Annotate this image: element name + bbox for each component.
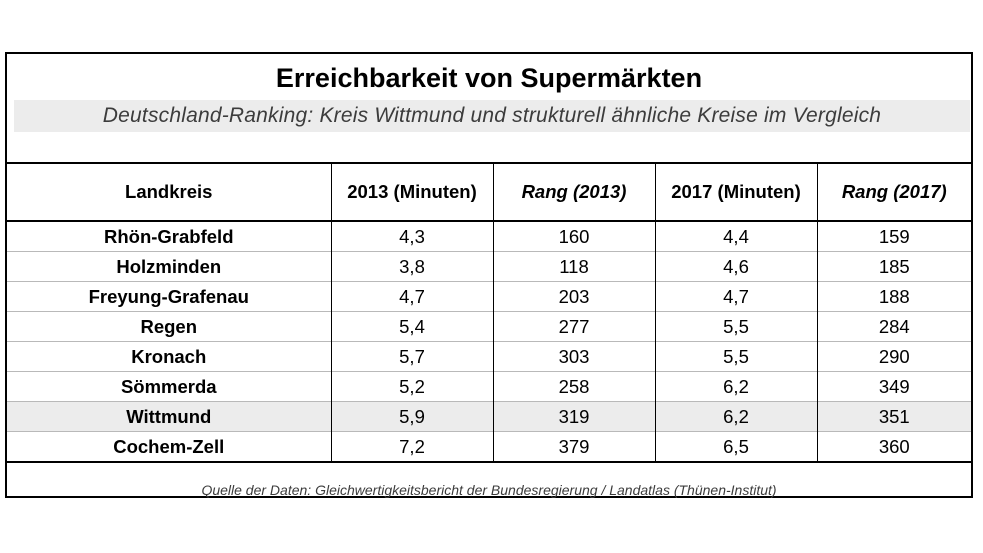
minutes-2013-cell: 5,7 [330, 341, 493, 372]
table-row: Kronach 5,7 303 5,5 290 [7, 341, 971, 372]
landkreis-cell: Sömmerda [120, 375, 217, 397]
minutes-2013-cell: 7,2 [330, 431, 493, 463]
landkreis-cell: Holzminden [116, 255, 222, 277]
minutes-2017-cell: 6,2 [654, 401, 817, 432]
rank-2017-cell: 185 [816, 251, 971, 282]
minutes-2013-cell: 3,8 [330, 251, 493, 282]
table-row: Rhön-Grabfeld 4,3 160 4,4 159 [7, 221, 971, 252]
landkreis-cell: Rhön-Grabfeld [104, 225, 234, 247]
minutes-2017-cell: 6,5 [654, 431, 817, 463]
rank-2017-cell: 360 [816, 431, 971, 463]
rank-2017-cell: 159 [816, 221, 971, 252]
landkreis-cell: Kronach [131, 345, 207, 367]
rank-2013-cell: 160 [492, 221, 655, 252]
source-note: Quelle der Daten: Gleichwertigkeitsberic… [201, 482, 777, 498]
rank-2017-cell: 349 [816, 371, 971, 402]
header-rank-2017: Rang (2017) [816, 162, 971, 222]
table-frame: Erreichbarkeit von Supermärkten Deutschl… [5, 52, 973, 498]
rank-2013-cell: 118 [492, 251, 655, 282]
minutes-2017-cell: 5,5 [654, 311, 817, 342]
table-row: Wittmund 5,9 319 6,2 351 [7, 401, 971, 432]
rank-2013-cell: 379 [492, 431, 655, 463]
rank-2013-cell: 258 [492, 371, 655, 402]
minutes-2013-cell: 5,2 [330, 371, 493, 402]
rank-2013-cell: 203 [492, 281, 655, 312]
page-title: Erreichbarkeit von Supermärkten [275, 63, 703, 93]
minutes-2017-cell: 4,6 [654, 251, 817, 282]
header-rank-2013: Rang (2013) [492, 162, 655, 222]
minutes-2013-cell: 4,7 [330, 281, 493, 312]
header-minutes-2017: 2017 (Minuten) [654, 162, 817, 222]
minutes-2013-cell: 5,4 [330, 311, 493, 342]
table-row: Sömmerda 5,2 258 6,2 349 [7, 371, 971, 402]
table-row: Holzminden 3,8 118 4,6 185 [7, 251, 971, 282]
table-body: Rhön-Grabfeld 4,3 160 4,4 159 Holzminden 3,8 11… [7, 221, 971, 463]
page-subtitle: Deutschland-Ranking: Kreis Wittmund und … [14, 100, 970, 132]
header-landkreis: Landkreis [7, 162, 331, 222]
landkreis-cell: Cochem-Zell [7, 431, 331, 463]
rank-2013-cell: 277 [492, 311, 655, 342]
minutes-2017-cell: 6,2 [654, 371, 817, 402]
minutes-2017-cell: 4,4 [654, 221, 817, 252]
landkreis-cell: Wittmund [7, 401, 331, 432]
rank-2017-cell: 188 [816, 281, 971, 312]
landkreis-cell: Freyung-Grafenau [88, 285, 249, 307]
table-row: Regen 5,4 277 5,5 284 [7, 311, 971, 342]
minutes-2013-cell: 5,9 [330, 401, 493, 432]
rank-2013-cell: 319 [492, 401, 655, 432]
rank-2013-cell: 303 [492, 341, 655, 372]
rank-2017-cell: 290 [816, 341, 971, 372]
minutes-2017-cell: 5,5 [654, 341, 817, 372]
rank-2017-cell: 284 [816, 311, 971, 342]
table-row: Cochem-Zell 7,2 379 6,5 360 [7, 431, 971, 463]
rank-2017-cell: 351 [816, 401, 971, 432]
table-row: Freyung-Grafenau 4,7 203 4,7 188 [7, 281, 971, 312]
ranking-table: Landkreis 2013 (Minuten) Rang (2013) 201… [7, 162, 971, 463]
minutes-2017-cell: 4,7 [654, 281, 817, 312]
minutes-2013-cell: 4,3 [330, 221, 493, 252]
header-minutes-2013: 2013 (Minuten) [330, 162, 493, 222]
table-header-row: Landkreis 2013 (Minuten) Rang (2013) 201… [7, 162, 971, 222]
landkreis-cell: Regen [140, 315, 198, 337]
